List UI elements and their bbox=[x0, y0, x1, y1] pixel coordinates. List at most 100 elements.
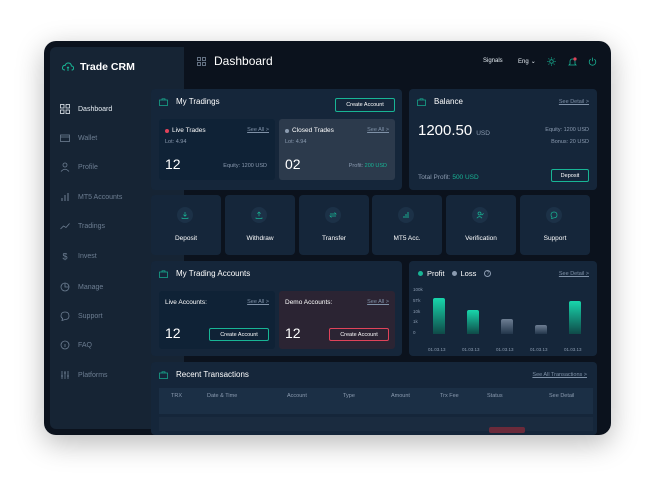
user-icon bbox=[60, 162, 70, 172]
upload-icon bbox=[251, 207, 267, 223]
download-icon bbox=[177, 207, 193, 223]
sidebar-item-tradings[interactable]: Tradings bbox=[58, 216, 174, 236]
y-tick-label: 1k bbox=[413, 319, 418, 325]
sidebar-item-label: Wallet bbox=[78, 134, 98, 142]
x-tick-label: 01.03.13 bbox=[564, 347, 582, 352]
sidebar-item-dashboard[interactable]: Dashboard bbox=[58, 99, 174, 119]
closed-lot: Lot: 4.94 bbox=[285, 139, 307, 145]
live-lot: Lot: 4.94 bbox=[165, 139, 187, 145]
page-title-text: Dashboard bbox=[214, 54, 273, 68]
transactions-card: Recent Transactions See All Transactions… bbox=[151, 362, 597, 435]
balance-see-detail[interactable]: See Detail > bbox=[558, 99, 589, 105]
sliders-icon bbox=[61, 371, 69, 379]
chevron-down-icon: ⌄ bbox=[530, 59, 536, 65]
x-tick-label: 01.03.13 bbox=[462, 347, 480, 352]
my-tradings-card: My Tradings Create Account Live Trades S… bbox=[151, 89, 402, 190]
sidebar-item-platforms[interactable]: Platforms bbox=[58, 365, 174, 385]
sidebar-item-wallet[interactable]: Wallet bbox=[58, 128, 174, 148]
svg-text:$: $ bbox=[63, 252, 68, 262]
sun-icon[interactable] bbox=[547, 57, 556, 66]
info-icon[interactable]: ? bbox=[484, 270, 492, 277]
signals-link[interactable]: Signals bbox=[483, 58, 503, 64]
brand-name: Trade CRM bbox=[80, 61, 135, 73]
deposit-button[interactable]: Deposit bbox=[551, 169, 589, 182]
y-tick-label: 10k bbox=[413, 308, 421, 314]
live-dot bbox=[165, 128, 169, 133]
profit-loss-chart: 100k 5Tk 10k 1k 0 01.03.13 01.03.13 01.03.13 01.… bbox=[409, 261, 597, 356]
see-all-transactions[interactable]: See All Transactions > bbox=[532, 372, 587, 378]
live-trades-see-all[interactable]: See All > bbox=[247, 127, 269, 133]
live-trades-count: 12 bbox=[165, 156, 181, 172]
chart-see-detail[interactable]: See Detail > bbox=[558, 271, 589, 277]
dollar-icon: $ bbox=[63, 252, 68, 262]
x-tick-label: 01.03.13 bbox=[496, 347, 514, 352]
x-tick-label: 01.03.13 bbox=[428, 347, 446, 352]
brand[interactable]: Trade CRM bbox=[62, 61, 135, 73]
sidebar-item-label: Support bbox=[78, 312, 103, 320]
profit-bar[interactable] bbox=[467, 310, 479, 334]
sidebar-item-mt5-accounts[interactable]: MT5 Accounts bbox=[58, 187, 174, 207]
column-header: Account bbox=[287, 393, 307, 399]
cloud-logo-icon bbox=[62, 62, 74, 71]
pie-icon bbox=[60, 282, 70, 292]
profit-loss-card: Profit Loss ? See Detail > 100k 5Tk 10k 1k 0… bbox=[409, 261, 597, 356]
profit-legend-label: Profit bbox=[427, 269, 445, 278]
demo-accounts-count: 12 bbox=[285, 325, 301, 341]
trading-accounts-title: My Trading Accounts bbox=[159, 269, 250, 278]
sidebar-item-label: Platforms bbox=[78, 371, 108, 379]
create-account-button[interactable]: Create Account bbox=[335, 98, 395, 112]
chat-icon bbox=[546, 207, 562, 223]
demo-accounts-see-all[interactable]: See All > bbox=[367, 299, 389, 305]
transactions-table-header: TRX Date & Time Account Type Amount Trx Fee St… bbox=[159, 388, 593, 414]
live-trades-label: Live Trades bbox=[172, 127, 206, 134]
table-row[interactable] bbox=[159, 417, 593, 433]
action-tile-transfer[interactable]: Transfer bbox=[299, 195, 369, 255]
live-equity: Equity: 1200 USD bbox=[223, 163, 267, 169]
loss-bar[interactable] bbox=[535, 325, 547, 334]
balance-equity: Equity: 1200 USD bbox=[545, 127, 589, 133]
profit-legend-dot bbox=[418, 271, 423, 276]
create-live-account-button[interactable]: Create Account bbox=[209, 328, 269, 341]
language-select[interactable]: Eng ⌄ bbox=[518, 58, 536, 66]
action-tile-label: Withdraw bbox=[246, 235, 274, 242]
sidebar-item-label: Invest bbox=[78, 252, 97, 260]
action-tile-withdraw[interactable]: Withdraw bbox=[225, 195, 295, 255]
total-profit: Total Profit: 500 USD bbox=[418, 174, 479, 181]
action-tile-label: Transfer bbox=[322, 235, 346, 242]
profit-bar[interactable] bbox=[433, 298, 445, 334]
column-header: Trx Fee bbox=[440, 393, 459, 399]
live-accounts-see-all[interactable]: See All > bbox=[247, 299, 269, 305]
live-accounts-panel: Live Accounts: See All > 12 Create Accou… bbox=[159, 291, 275, 349]
bell-icon[interactable] bbox=[568, 57, 577, 67]
sidebar-item-label: FAQ bbox=[78, 341, 93, 349]
sidebar-item-label: Dashboard bbox=[78, 105, 113, 113]
action-tile-verification[interactable]: Verification bbox=[446, 195, 516, 255]
sidebar-item-label: Manage bbox=[78, 283, 104, 291]
closed-trades-see-all[interactable]: See All > bbox=[367, 127, 389, 133]
action-tile-deposit[interactable]: Deposit bbox=[151, 195, 221, 255]
grid-icon bbox=[197, 56, 206, 66]
column-header: Type bbox=[343, 393, 355, 399]
sidebar-item-invest[interactable]: $ Invest ⌃ bbox=[58, 246, 174, 266]
action-tile-mt5-acc-[interactable]: MT5 Acc. bbox=[372, 195, 442, 255]
sidebar-item-support[interactable]: Support bbox=[58, 306, 174, 326]
column-header: See Detail bbox=[549, 393, 575, 399]
loss-bar[interactable] bbox=[501, 319, 513, 334]
bar-chart-icon bbox=[61, 193, 69, 201]
profit-bar[interactable] bbox=[569, 301, 581, 334]
action-tile-support[interactable]: Support bbox=[520, 195, 590, 255]
chat-icon bbox=[60, 311, 70, 321]
balance-bonus: Bonus: 20 USD bbox=[551, 139, 589, 145]
trend-icon bbox=[60, 223, 70, 230]
action-tile-label: MT5 Acc. bbox=[393, 235, 421, 242]
live-accounts-label: Live Accounts: bbox=[165, 299, 207, 306]
create-demo-account-button[interactable]: Create Account bbox=[329, 328, 389, 341]
power-icon[interactable] bbox=[588, 57, 597, 66]
y-tick-label: 100k bbox=[413, 287, 423, 292]
wallet-icon bbox=[60, 134, 70, 142]
loss-legend-dot bbox=[451, 271, 457, 276]
sidebar-item-faq[interactable]: FAQ bbox=[58, 335, 174, 355]
language-value: Eng bbox=[518, 58, 529, 65]
trading-accounts-card: My Trading Accounts Live Accounts: See A… bbox=[151, 261, 402, 356]
y-tick-label: 0 bbox=[413, 330, 416, 335]
